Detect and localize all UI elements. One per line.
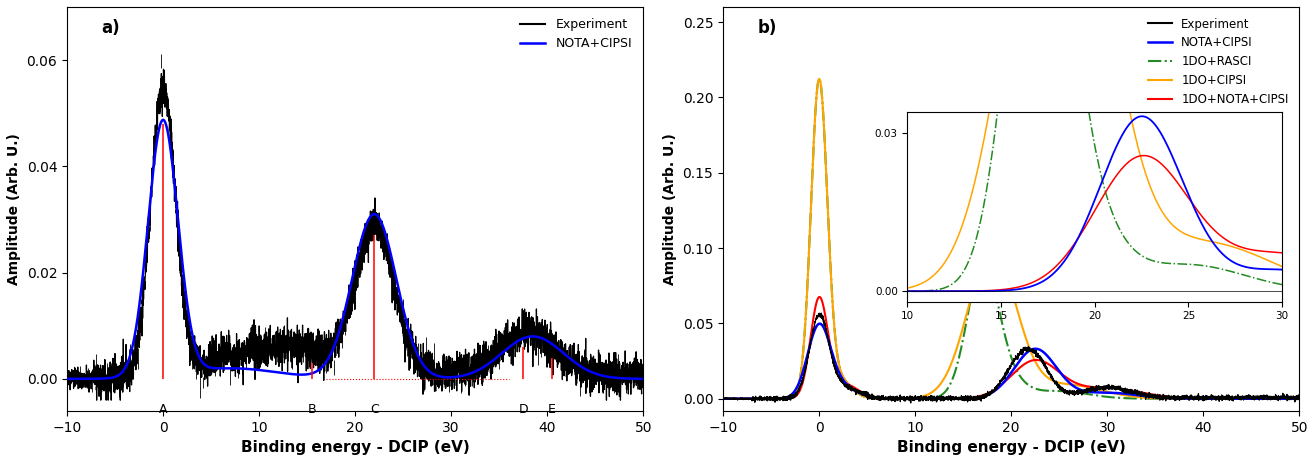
- Text: E: E: [548, 403, 556, 416]
- Text: C: C: [370, 403, 379, 416]
- Y-axis label: Amplitude (Arb. U.): Amplitude (Arb. U.): [7, 133, 21, 285]
- Y-axis label: Amplitude (Arb. U.): Amplitude (Arb. U.): [663, 133, 677, 285]
- Text: D: D: [518, 403, 527, 416]
- Text: b): b): [757, 19, 777, 37]
- X-axis label: Binding energy - DCIP (eV): Binding energy - DCIP (eV): [897, 440, 1126, 455]
- Legend: Experiment, NOTA+CIPSI: Experiment, NOTA+CIPSI: [515, 13, 636, 55]
- Legend: Experiment, NOTA+CIPSI, 1DO+RASCI, 1DO+CIPSI, 1DO+NOTA+CIPSI: Experiment, NOTA+CIPSI, 1DO+RASCI, 1DO+C…: [1144, 13, 1294, 111]
- Text: A: A: [159, 403, 167, 416]
- Text: a): a): [101, 19, 120, 37]
- X-axis label: Binding energy - DCIP (eV): Binding energy - DCIP (eV): [241, 440, 469, 455]
- Text: B: B: [308, 403, 316, 416]
